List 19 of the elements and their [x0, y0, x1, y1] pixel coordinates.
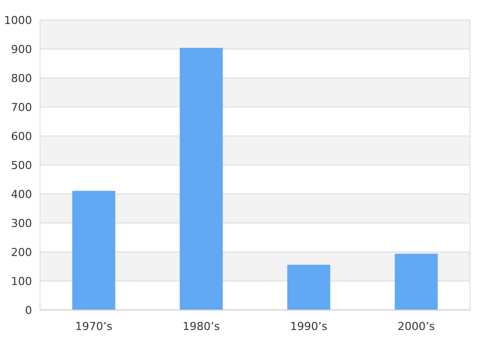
y-tick-label: 800 — [11, 72, 32, 85]
bar — [72, 190, 116, 310]
x-tick-label: 1990’s — [290, 320, 328, 333]
y-tick-label: 500 — [11, 158, 32, 172]
x-tick-label: 1980’s — [182, 320, 220, 333]
y-tick-label: 200 — [11, 246, 32, 259]
y-tick-label: 700 — [11, 100, 32, 114]
y-tick-label: 300 — [11, 216, 32, 230]
y-tick-label: 600 — [11, 130, 32, 143]
y-tick-label: 0 — [25, 304, 32, 317]
y-tick-label: 1000 — [4, 14, 32, 27]
y-tick-label: 400 — [11, 188, 32, 201]
x-tick-label: 2000’s — [398, 320, 436, 333]
bar — [394, 254, 438, 310]
y-tick-label: 900 — [11, 42, 32, 56]
x-tick-label: 1970’s — [75, 320, 113, 333]
bar — [287, 264, 330, 310]
bar — [180, 48, 223, 310]
y-tick-label: 100 — [11, 274, 32, 288]
